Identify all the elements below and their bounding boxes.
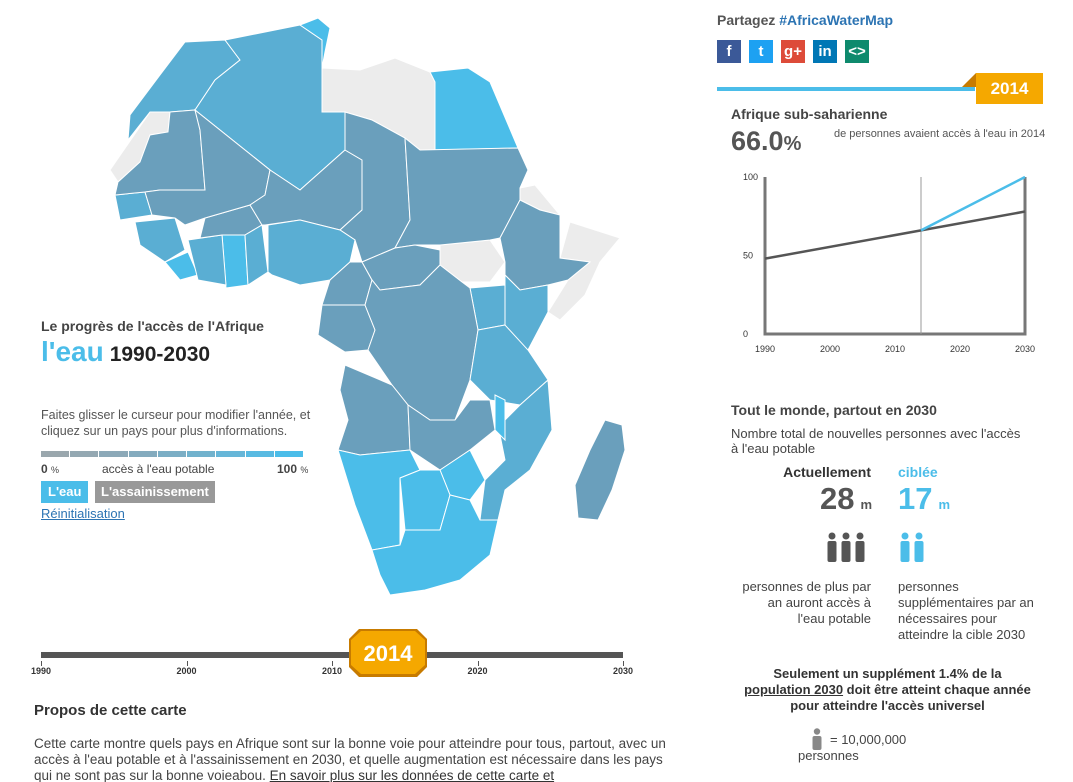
sanitation-toggle-button[interactable]: L'assainissement (95, 481, 215, 503)
target-description: personnes supplémentaires par an nécessa… (898, 579, 1034, 642)
share-hashtag: #AfricaWaterMap (779, 12, 894, 28)
legend-swatch (41, 451, 70, 457)
timeline-tick (623, 661, 624, 666)
supplement-note: Seulement un supplément 1.4% de la popul… (744, 666, 1031, 713)
series-line-1 (920, 175, 1026, 232)
scale-value: = 10,000,000 (830, 732, 907, 747)
legend-swatch (157, 451, 187, 457)
headline-years: 1990-2030 (109, 343, 211, 366)
section-divider (717, 87, 975, 91)
year-slider-track[interactable] (41, 652, 623, 658)
reset-link[interactable]: Réinitialisation (41, 506, 125, 521)
x-tick-label: 2010 (885, 344, 905, 354)
google-plus-icon[interactable]: g+ (781, 40, 805, 63)
badge-corner (962, 73, 976, 87)
person-scale-icon (812, 728, 822, 750)
map-subtitle: Le progrès de l'accès de l'Afrique (41, 318, 264, 334)
x-tick-label: 2030 (1015, 344, 1035, 354)
about-body: Cette carte montre quels pays en Afrique… (34, 736, 666, 782)
legend-swatch (245, 451, 274, 457)
timeline-tick-label: 2020 (467, 666, 488, 676)
y-tick-label: 100 (743, 172, 758, 182)
water-toggle-button[interactable]: L'eau (41, 481, 89, 503)
target-label: ciblée (898, 464, 938, 480)
africa-map[interactable] (0, 0, 700, 640)
country-egypt[interactable] (429, 67, 519, 151)
legend-swatch (216, 451, 245, 457)
timeline-tick-label: 2010 (321, 666, 343, 676)
about-title: Propos de cette carte (34, 702, 187, 719)
legend-swatch (274, 451, 303, 457)
about-text: Cette carte montre quels pays en Afrique… (34, 736, 684, 782)
timeline-tick (332, 661, 333, 666)
legend-title: accès à l'eau potable (102, 462, 215, 476)
region-title: Afrique sub-saharienne (731, 106, 888, 122)
legend-min: 0 % (41, 462, 60, 476)
current-value: 28 m (819, 481, 872, 516)
timeline-tick (41, 661, 42, 666)
timeline-tick-label: 1990 (30, 666, 52, 676)
current-people-icon (827, 532, 865, 562)
timeline-tick-label: 2030 (612, 666, 634, 676)
map-headline: l'eau 1990-2030 (41, 336, 210, 368)
country-cote-divoire[interactable] (187, 234, 227, 286)
target-value: 17 m (898, 481, 951, 516)
y-tick-label: 50 (743, 251, 753, 261)
legend-swatch (128, 451, 157, 457)
current-label: Actuellement (783, 464, 871, 480)
timeline-tick (477, 661, 479, 666)
target-people-icon (900, 532, 924, 562)
country-malawi[interactable] (494, 394, 506, 442)
country-south-africa[interactable] (371, 494, 499, 596)
legend-swatch (99, 451, 128, 457)
country-madagascar[interactable] (574, 419, 626, 521)
y-tick-label: 0 (743, 329, 748, 339)
country-ethiopia[interactable] (499, 199, 592, 291)
country-guinea[interactable] (134, 217, 186, 263)
region-description: de personnes avaient accès à l'eau in 20… (834, 128, 1046, 140)
timeline-tick-label: 2000 (176, 666, 197, 676)
series-line-0 (764, 210, 1026, 260)
legend-swatch (70, 451, 99, 457)
x-tick-label: 2020 (950, 344, 970, 354)
map-instructions: Faites glisser le curseur pour modifier … (41, 408, 311, 438)
legend-swatch (187, 451, 216, 457)
timeline-tick (186, 661, 188, 666)
world-title: Tout le monde, partout en 2030 (731, 402, 937, 418)
population-link[interactable]: population 2030 (744, 682, 844, 697)
region-unit: % (783, 133, 802, 155)
year-slider-handle[interactable]: 2014 (349, 629, 427, 677)
year-slider-value: 2014 (364, 641, 414, 666)
linkedin-icon[interactable]: in (813, 40, 837, 63)
legend-color-scale (41, 451, 303, 457)
headline-topic: l'eau (41, 336, 104, 367)
legend-max: 100 % (277, 462, 309, 476)
x-tick-label: 2000 (820, 344, 840, 354)
country-zambia[interactable] (407, 399, 496, 471)
share-label: Partagez (717, 12, 776, 28)
world-description: Nombre total de nouvelles personnes avec… (731, 426, 1021, 456)
year-badge: 2014 (976, 73, 1043, 104)
facebook-icon[interactable]: f (717, 40, 741, 63)
country-tunisia[interactable] (298, 17, 331, 69)
embed-icon[interactable]: <> (845, 40, 869, 63)
share-heading: Partagez #AfricaWaterMap (717, 12, 893, 28)
twitter-icon[interactable]: t (749, 40, 773, 63)
country-benin-togo[interactable] (244, 224, 269, 286)
region-value: 66.0 (731, 126, 784, 156)
region-percentage: 66.0% (731, 126, 801, 157)
country-gabon-congo[interactable] (317, 304, 376, 353)
current-description: personnes de plus par an auront accès à … (742, 579, 871, 626)
country-chad[interactable] (339, 111, 411, 263)
chart-frame (763, 177, 1027, 336)
about-more-link[interactable]: En savoir plus sur les données de cette … (269, 768, 555, 782)
x-tick-label: 1990 (755, 344, 775, 354)
scale-unit: personnes (798, 748, 859, 763)
access-trend-chart: 0 50 100 1990 2000 2010 2020 2030 (743, 172, 1035, 354)
